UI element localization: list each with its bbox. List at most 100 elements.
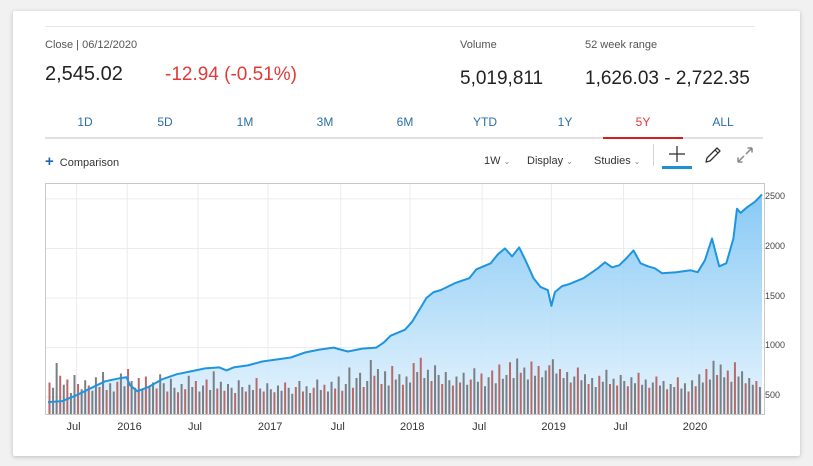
volume-bar-up (169, 378, 172, 414)
volume-bar-down (59, 375, 62, 414)
volume-bar-up (219, 381, 222, 414)
tab-5d[interactable]: 5D (157, 115, 173, 129)
x-tick-label: 2020 (682, 421, 708, 433)
volume-bar-up (594, 387, 597, 414)
crosshair-button[interactable] (662, 144, 692, 169)
studies-dropdown[interactable]: Studies ⌄ (594, 155, 640, 167)
volume-bar-up (605, 369, 608, 414)
volume-bar-up (330, 381, 333, 414)
volume-bar-down (284, 382, 287, 414)
interval-label: 1W (484, 155, 501, 167)
volume-bar-up (494, 383, 497, 414)
volume-bar-up (673, 387, 676, 414)
pencil-icon (705, 147, 721, 163)
volume-bar-up (473, 368, 476, 414)
volume-bar-down (648, 387, 651, 414)
volume-bar-down (480, 373, 483, 414)
volume-bar-down (412, 363, 415, 414)
volume-bar-up (130, 381, 133, 414)
volume-bar-down (655, 376, 658, 414)
tab-ytd[interactable]: YTD (473, 115, 497, 129)
close-price: 2,545.02 (45, 63, 123, 85)
comparison-label: Comparison (59, 157, 120, 169)
volume-bar-up (269, 389, 272, 414)
volume-bar-up (708, 379, 711, 414)
chart-area[interactable] (45, 183, 765, 415)
volume-bar-up (366, 381, 369, 414)
tab-1d[interactable]: 1D (77, 115, 93, 129)
price-area-fill (48, 194, 762, 414)
volume-bar-up (487, 377, 490, 414)
volume-bar-up (384, 371, 387, 414)
volume-bar-up (344, 384, 347, 414)
volume-bar-down (430, 381, 433, 414)
volume-bar-down (234, 393, 237, 414)
volume-bar-up (241, 387, 244, 414)
volume-bar-down (373, 375, 376, 414)
volume-bar-up (251, 390, 254, 414)
volume-bar-up (505, 375, 508, 414)
chevron-down-icon: ⌄ (566, 157, 573, 166)
tab-5y[interactable]: 5Y (603, 113, 683, 139)
tab-1y[interactable]: 1Y (557, 115, 573, 129)
volume-bar-down (519, 372, 522, 414)
tab-1m[interactable]: 1M (236, 115, 254, 129)
volume-bar-up (102, 372, 105, 414)
tab-all[interactable]: ALL (712, 115, 734, 129)
volume-bar-up (305, 386, 308, 414)
volume-bar-up (180, 384, 183, 414)
volume-bar-up (748, 378, 751, 414)
draw-button[interactable] (702, 144, 724, 166)
volume-bar-down (205, 379, 208, 414)
volume-bar-up (337, 376, 340, 414)
volume-bar-up (658, 385, 661, 414)
volume-bar-up (287, 387, 290, 414)
top-divider (45, 26, 755, 27)
volume-bar-down (177, 392, 180, 414)
volume-bar-up (562, 378, 565, 414)
volume-bar-up (266, 383, 269, 414)
volume-bar-up (758, 387, 761, 414)
x-tick-label: Jul (66, 421, 81, 433)
volume-bar-up (112, 391, 115, 414)
volume-bar-down (626, 386, 629, 414)
volume-bar-down (705, 369, 708, 414)
volume-bar-up (630, 377, 633, 414)
volume-bar-up (291, 393, 294, 414)
volume-bar-down (419, 357, 422, 414)
volume-bar-down (137, 378, 140, 414)
volume-bar-up (651, 382, 654, 414)
volume-bar-down (334, 388, 337, 414)
y-tick: 2000 (765, 241, 786, 251)
comparison-button[interactable]: + Comparison (45, 153, 119, 170)
volume-bar-up (712, 360, 715, 414)
volume-bar-up (248, 384, 251, 414)
interval-dropdown[interactable]: 1W ⌄ (484, 155, 510, 167)
chevron-down-icon: ⌄ (633, 157, 641, 166)
tab-3m[interactable]: 3M (316, 115, 334, 129)
volume-bar-up (187, 375, 190, 414)
volume-bar-down (194, 381, 197, 414)
volume-bar-up (691, 380, 694, 414)
volume-bar-down (255, 378, 258, 414)
volume-bar-down (716, 375, 719, 414)
timeframe-tabs: 1D 5D 1M 3M 6M YTD 1Y 5Y ALL (45, 113, 763, 139)
volume-bar-up (73, 375, 76, 414)
volume-bar-up (555, 373, 558, 414)
display-label: Display (527, 155, 564, 167)
volume-bar-up (398, 374, 401, 414)
volume-bar-up (601, 381, 604, 414)
volume-bar-up (623, 381, 626, 414)
volume-bar-down (155, 388, 158, 414)
volume-bar-down (98, 387, 101, 414)
volume-bar-up (359, 372, 362, 414)
volume-bar-down (441, 384, 444, 414)
display-dropdown[interactable]: Display ⌄ (527, 155, 573, 167)
volume-bar-down (244, 391, 247, 414)
stock-chart-card: Close | 06/12/2020 2,545.02 -12.94 (-0.5… (13, 11, 800, 456)
volume-bar-up (501, 378, 504, 414)
tab-6m[interactable]: 6M (396, 115, 414, 129)
fullscreen-button[interactable] (734, 144, 756, 166)
volume-bar-down (262, 391, 265, 414)
range-value: 1,626.03 - 2,722.35 (585, 68, 750, 89)
